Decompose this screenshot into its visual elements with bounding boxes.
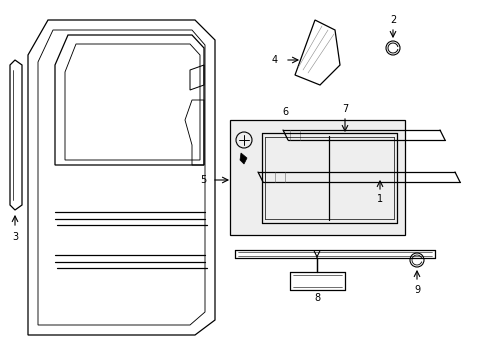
Text: 7: 7	[341, 104, 347, 114]
Text: 4: 4	[271, 55, 278, 65]
Text: 5: 5	[200, 175, 206, 185]
Text: 9: 9	[413, 285, 419, 295]
Text: 8: 8	[313, 293, 320, 303]
Text: 1: 1	[376, 194, 382, 204]
Polygon shape	[240, 153, 246, 164]
FancyBboxPatch shape	[229, 120, 404, 235]
Text: 6: 6	[282, 107, 287, 117]
Text: 2: 2	[389, 15, 395, 25]
Text: 3: 3	[12, 232, 18, 242]
